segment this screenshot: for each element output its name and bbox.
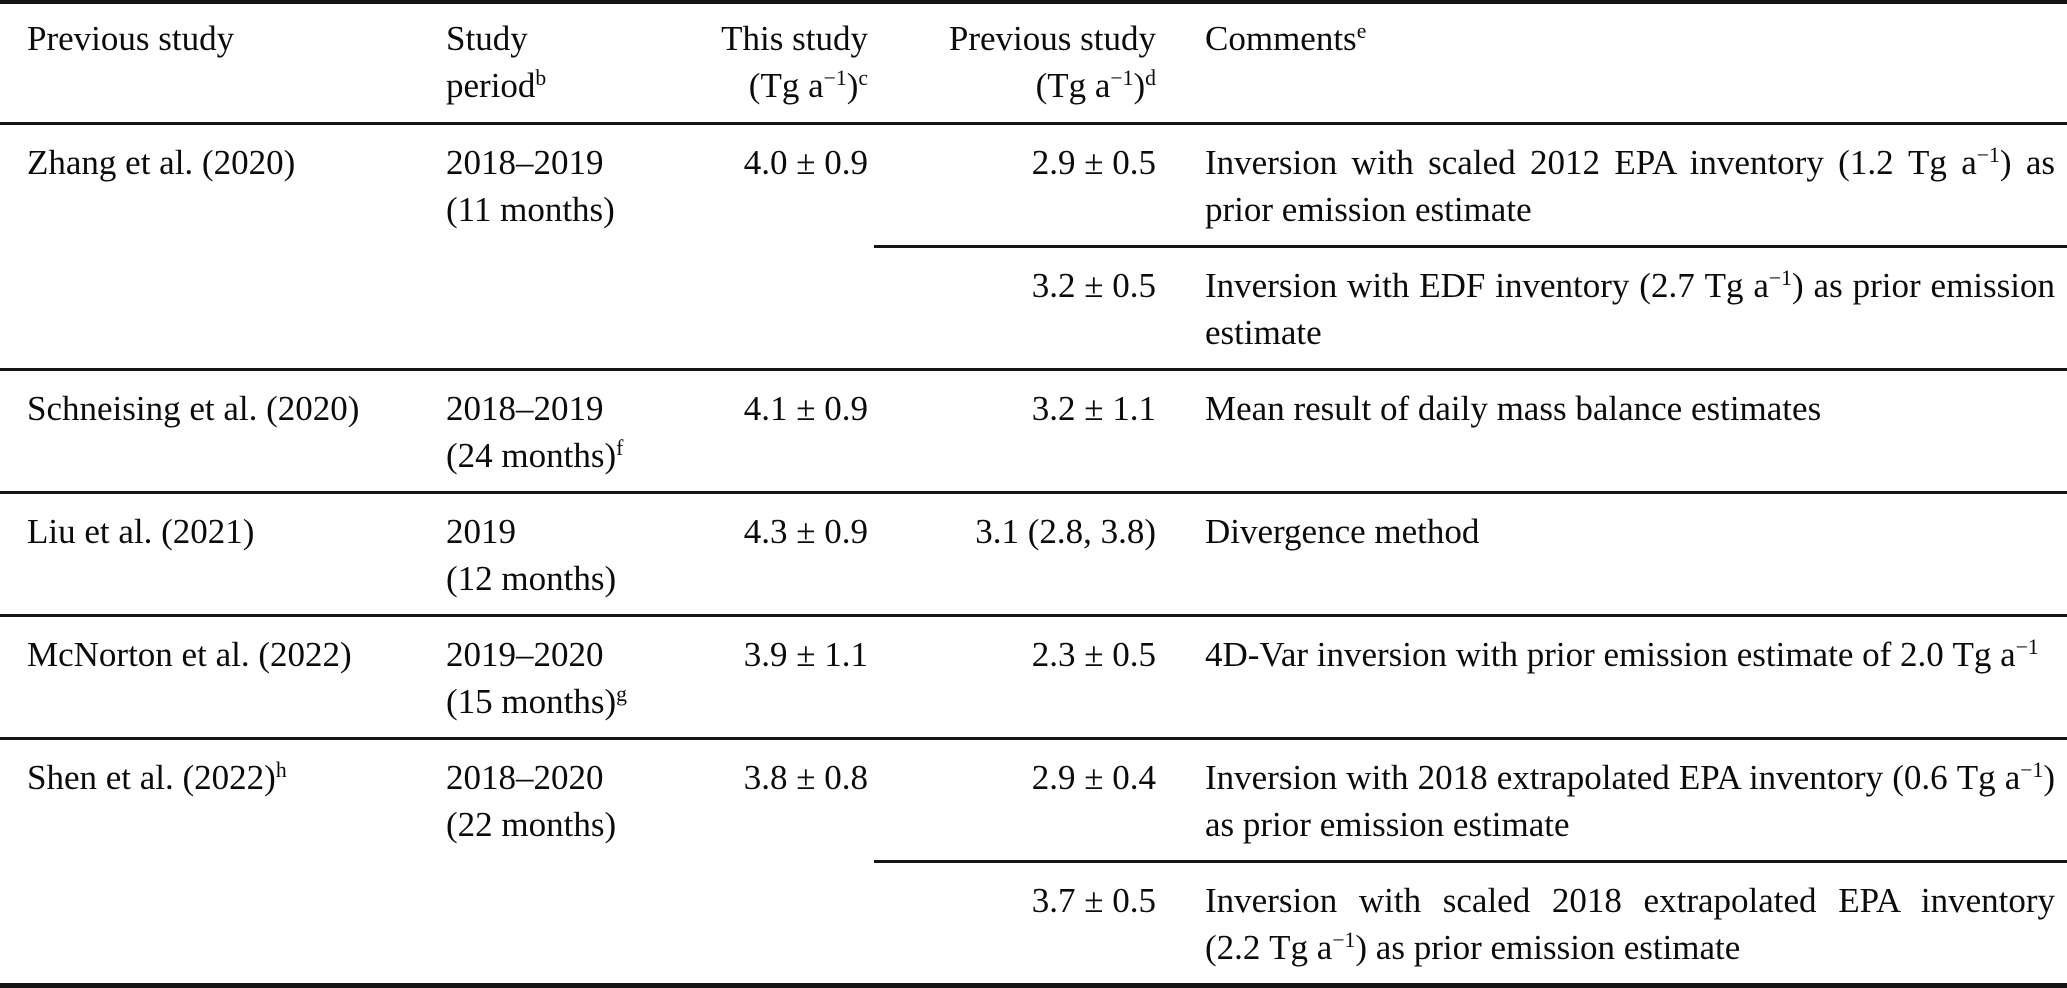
period-line: (11 months) (446, 190, 615, 229)
this-study-value: 4.1 ± 0.9 (702, 368, 874, 493)
header-label: Commentse (1205, 19, 1367, 58)
period-line: 2018–2020 (446, 758, 604, 797)
this-study-value: 3.8 ± 0.8 (702, 737, 874, 986)
table-row: McNorton et al. (2022) 2019–2020 (15 month… (0, 614, 2067, 739)
study-cell: Schneising et al. (2020) (0, 368, 440, 493)
period-line: (12 months) (446, 559, 617, 598)
table-body: Zhang et al. (2020) 2018–2019 (11 months) 4… (0, 122, 2067, 986)
this-study-value: 4.0 ± 0.9 (702, 122, 874, 370)
study-cell: McNorton et al. (2022) (0, 614, 440, 739)
period-line: 2018–2019 (446, 389, 604, 428)
header-label: Study (446, 19, 528, 58)
table-subrow: 3.2 ± 0.5 Inversion with EDF inventory (2… (0, 245, 2067, 370)
period-line: 2019–2020 (446, 635, 604, 674)
period-cell: 2018–2019 (11 months) (440, 122, 702, 370)
comment-cell: Inversion with EDF inventory (2.7 Tg a−1… (1162, 245, 2067, 370)
period-cell: 2018–2019 (24 months)f (440, 368, 702, 493)
previous-study-value: 2.9 ± 0.4 (874, 737, 1162, 862)
header-label: (Tg a−1)d (1035, 66, 1156, 105)
table-row: Schneising et al. (2020) 2018–2019 (24 mon… (0, 368, 2067, 493)
header-col-previous-study: Previous study (0, 2, 440, 125)
comment-cell: Mean result of daily mass balance estima… (1162, 368, 2067, 493)
study-cell: Shen et al. (2022)h (0, 737, 440, 986)
period-line: 2019 (446, 512, 516, 551)
table-subrow: 3.7 ± 0.5 Inversion with scaled 2018 extr… (0, 860, 2067, 986)
comment-cell: Divergence method (1162, 491, 2067, 616)
table-row: Shen et al. (2022)h 2018–2020 (22 months) 3… (0, 737, 2067, 986)
header-label: Previous study (948, 19, 1156, 58)
header-label: (Tg a−1)c (748, 66, 868, 105)
header-col-this-study: This study (Tg a−1)c (702, 2, 874, 125)
period-line: (22 months) (446, 805, 617, 844)
header-row: Previous study Study periodb This study … (0, 2, 2067, 125)
period-cell: 2019 (12 months) (440, 491, 702, 616)
header-label: periodb (446, 66, 547, 105)
header-label: Previous study (27, 19, 235, 58)
previous-study-value: 2.3 ± 0.5 (874, 614, 1162, 739)
this-study-value: 3.9 ± 1.1 (702, 614, 874, 739)
table-row: Liu et al. (2021) 2019 (12 months) 4.3 ± 0.… (0, 491, 2067, 616)
previous-study-value: 3.2 ± 1.1 (874, 368, 1162, 493)
study-cell: Liu et al. (2021) (0, 491, 440, 616)
period-line: 2018–2019 (446, 143, 604, 182)
previous-study-value: 3.7 ± 0.5 (874, 860, 1162, 986)
this-study-value: 4.3 ± 0.9 (702, 491, 874, 616)
comment-cell: Inversion with scaled 2012 EPA inventory… (1162, 122, 2067, 247)
previous-study-value: 3.1 (2.8, 3.8) (874, 491, 1162, 616)
period-cell: 2019–2020 (15 months)g (440, 614, 702, 739)
header-col-study-period: Study periodb (440, 2, 702, 125)
header-col-previous-study-value: Previous study (Tg a−1)d (874, 2, 1162, 125)
period-line: (15 months)g (446, 682, 627, 721)
study-cell: Zhang et al. (2020) (0, 122, 440, 370)
comment-cell: Inversion with 2018 extrapolated EPA inv… (1162, 737, 2067, 862)
table-row: Zhang et al. (2020) 2018–2019 (11 months) 4… (0, 122, 2067, 370)
period-cell: 2018–2020 (22 months) (440, 737, 702, 986)
period-line: (24 months)f (446, 436, 624, 475)
previous-study-value: 3.2 ± 0.5 (874, 245, 1162, 370)
comment-cell: 4D-Var inversion with prior emission est… (1162, 614, 2067, 739)
table-header: Previous study Study periodb This study … (0, 2, 2067, 125)
previous-study-value: 2.9 ± 0.5 (874, 122, 1162, 247)
header-col-comments: Commentse (1162, 2, 2067, 125)
comment-cell: Inversion with scaled 2018 extrapolated … (1162, 860, 2067, 986)
header-label: This study (721, 19, 868, 58)
